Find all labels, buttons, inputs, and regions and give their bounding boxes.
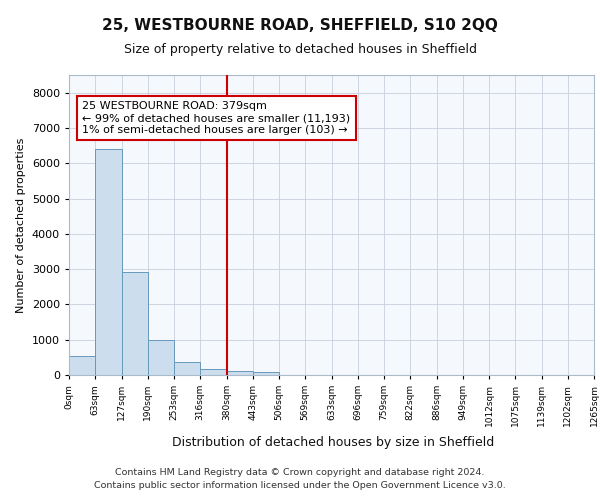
Bar (69, 356, 95, 375)
Bar (121, 272, 148, 375)
Y-axis label: Number of detached properties: Number of detached properties (16, 138, 26, 312)
Text: 25 WESTBOURNE ROAD: 379sqm
← 99% of detached houses are smaller (11,193)
1% of s: 25 WESTBOURNE ROAD: 379sqm ← 99% of deta… (82, 102, 350, 134)
Bar (200, 369, 227, 375)
Text: Contains HM Land Registry data © Crown copyright and database right 2024.: Contains HM Land Registry data © Crown c… (115, 468, 485, 477)
Bar (227, 372, 253, 375)
Bar (253, 372, 279, 375)
Bar (95, 149, 121, 375)
Text: Distribution of detached houses by size in Sheffield: Distribution of detached houses by size … (172, 436, 494, 449)
Text: Size of property relative to detached houses in Sheffield: Size of property relative to detached ho… (124, 42, 476, 56)
Text: 25, WESTBOURNE ROAD, SHEFFIELD, S10 2QQ: 25, WESTBOURNE ROAD, SHEFFIELD, S10 2QQ (102, 18, 498, 32)
Bar (148, 340, 174, 375)
Text: Contains public sector information licensed under the Open Government Licence v3: Contains public sector information licen… (94, 482, 506, 490)
Bar (174, 362, 200, 375)
